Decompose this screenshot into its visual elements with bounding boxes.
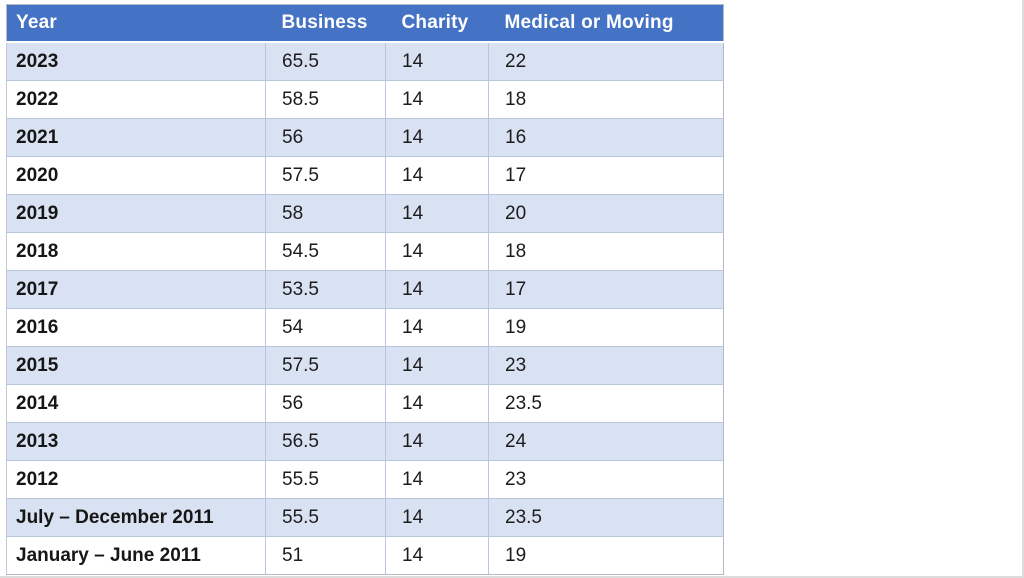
table-header: Year Business Charity Medical or Moving: [6, 4, 724, 43]
medical-cell: 19: [488, 536, 724, 575]
medical-cell: 23: [488, 346, 724, 385]
charity-cell: 14: [385, 41, 489, 81]
year-cell: 2020: [6, 156, 266, 195]
medical-cell: 18: [488, 80, 724, 119]
table-row: 2014 56 14 23.5: [6, 384, 724, 423]
charity-cell: 14: [385, 194, 489, 233]
charity-cell: 14: [385, 308, 489, 347]
year-cell: 2019: [6, 194, 266, 233]
table-row: 2015 57.5 14 23: [6, 346, 724, 385]
year-cell: July – December 2011: [6, 498, 266, 537]
charity-cell: 14: [385, 460, 489, 499]
mileage-rates-table: Year Business Charity Medical or Moving …: [6, 4, 724, 575]
year-cell: 2017: [6, 270, 266, 309]
charity-cell: 14: [385, 422, 489, 461]
table-row: 2021 56 14 16: [6, 118, 724, 157]
column-header-charity: Charity: [385, 4, 489, 43]
column-header-medical: Medical or Moving: [488, 4, 724, 43]
charity-cell: 14: [385, 498, 489, 537]
business-cell: 51: [265, 536, 386, 575]
year-cell: 2016: [6, 308, 266, 347]
business-cell: 54.5: [265, 232, 386, 271]
year-cell: 2018: [6, 232, 266, 271]
charity-cell: 14: [385, 384, 489, 423]
business-cell: 65.5: [265, 41, 386, 81]
year-cell: 2014: [6, 384, 266, 423]
business-cell: 54: [265, 308, 386, 347]
business-cell: 57.5: [265, 156, 386, 195]
year-cell: 2013: [6, 422, 266, 461]
year-cell: 2023: [6, 41, 266, 81]
table-row: 2012 55.5 14 23: [6, 460, 724, 499]
business-cell: 57.5: [265, 346, 386, 385]
medical-cell: 22: [488, 41, 724, 81]
header-row: Year Business Charity Medical or Moving: [6, 4, 724, 43]
table-row: 2018 54.5 14 18: [6, 232, 724, 271]
medical-cell: 19: [488, 308, 724, 347]
table-row: 2020 57.5 14 17: [6, 156, 724, 195]
medical-cell: 20: [488, 194, 724, 233]
column-header-business: Business: [265, 4, 386, 43]
column-header-year: Year: [6, 4, 266, 43]
business-cell: 58: [265, 194, 386, 233]
charity-cell: 14: [385, 270, 489, 309]
business-cell: 58.5: [265, 80, 386, 119]
table-row: 2019 58 14 20: [6, 194, 724, 233]
business-cell: 55.5: [265, 460, 386, 499]
year-cell: 2022: [6, 80, 266, 119]
year-cell: 2015: [6, 346, 266, 385]
charity-cell: 14: [385, 80, 489, 119]
charity-cell: 14: [385, 536, 489, 575]
year-cell: 2021: [6, 118, 266, 157]
business-cell: 55.5: [265, 498, 386, 537]
table-row: January – June 2011 51 14 19: [6, 536, 724, 575]
medical-cell: 17: [488, 270, 724, 309]
table-row: 2017 53.5 14 17: [6, 270, 724, 309]
charity-cell: 14: [385, 118, 489, 157]
medical-cell: 18: [488, 232, 724, 271]
table-row: July – December 2011 55.5 14 23.5: [6, 498, 724, 537]
year-cell: 2012: [6, 460, 266, 499]
charity-cell: 14: [385, 156, 489, 195]
table-row: 2013 56.5 14 24: [6, 422, 724, 461]
medical-cell: 23.5: [488, 384, 724, 423]
table-row: 2022 58.5 14 18: [6, 80, 724, 119]
business-cell: 56: [265, 118, 386, 157]
medical-cell: 23: [488, 460, 724, 499]
year-cell: January – June 2011: [6, 536, 266, 575]
medical-cell: 23.5: [488, 498, 724, 537]
table-row: 2016 54 14 19: [6, 308, 724, 347]
charity-cell: 14: [385, 232, 489, 271]
business-cell: 56: [265, 384, 386, 423]
medical-cell: 16: [488, 118, 724, 157]
charity-cell: 14: [385, 346, 489, 385]
table-body: 2023 65.5 14 22 2022 58.5 14 18 2021 56 14 16 2020 57…: [6, 41, 724, 575]
business-cell: 56.5: [265, 422, 386, 461]
medical-cell: 17: [488, 156, 724, 195]
medical-cell: 24: [488, 422, 724, 461]
table-row: 2023 65.5 14 22: [6, 41, 724, 81]
business-cell: 53.5: [265, 270, 386, 309]
